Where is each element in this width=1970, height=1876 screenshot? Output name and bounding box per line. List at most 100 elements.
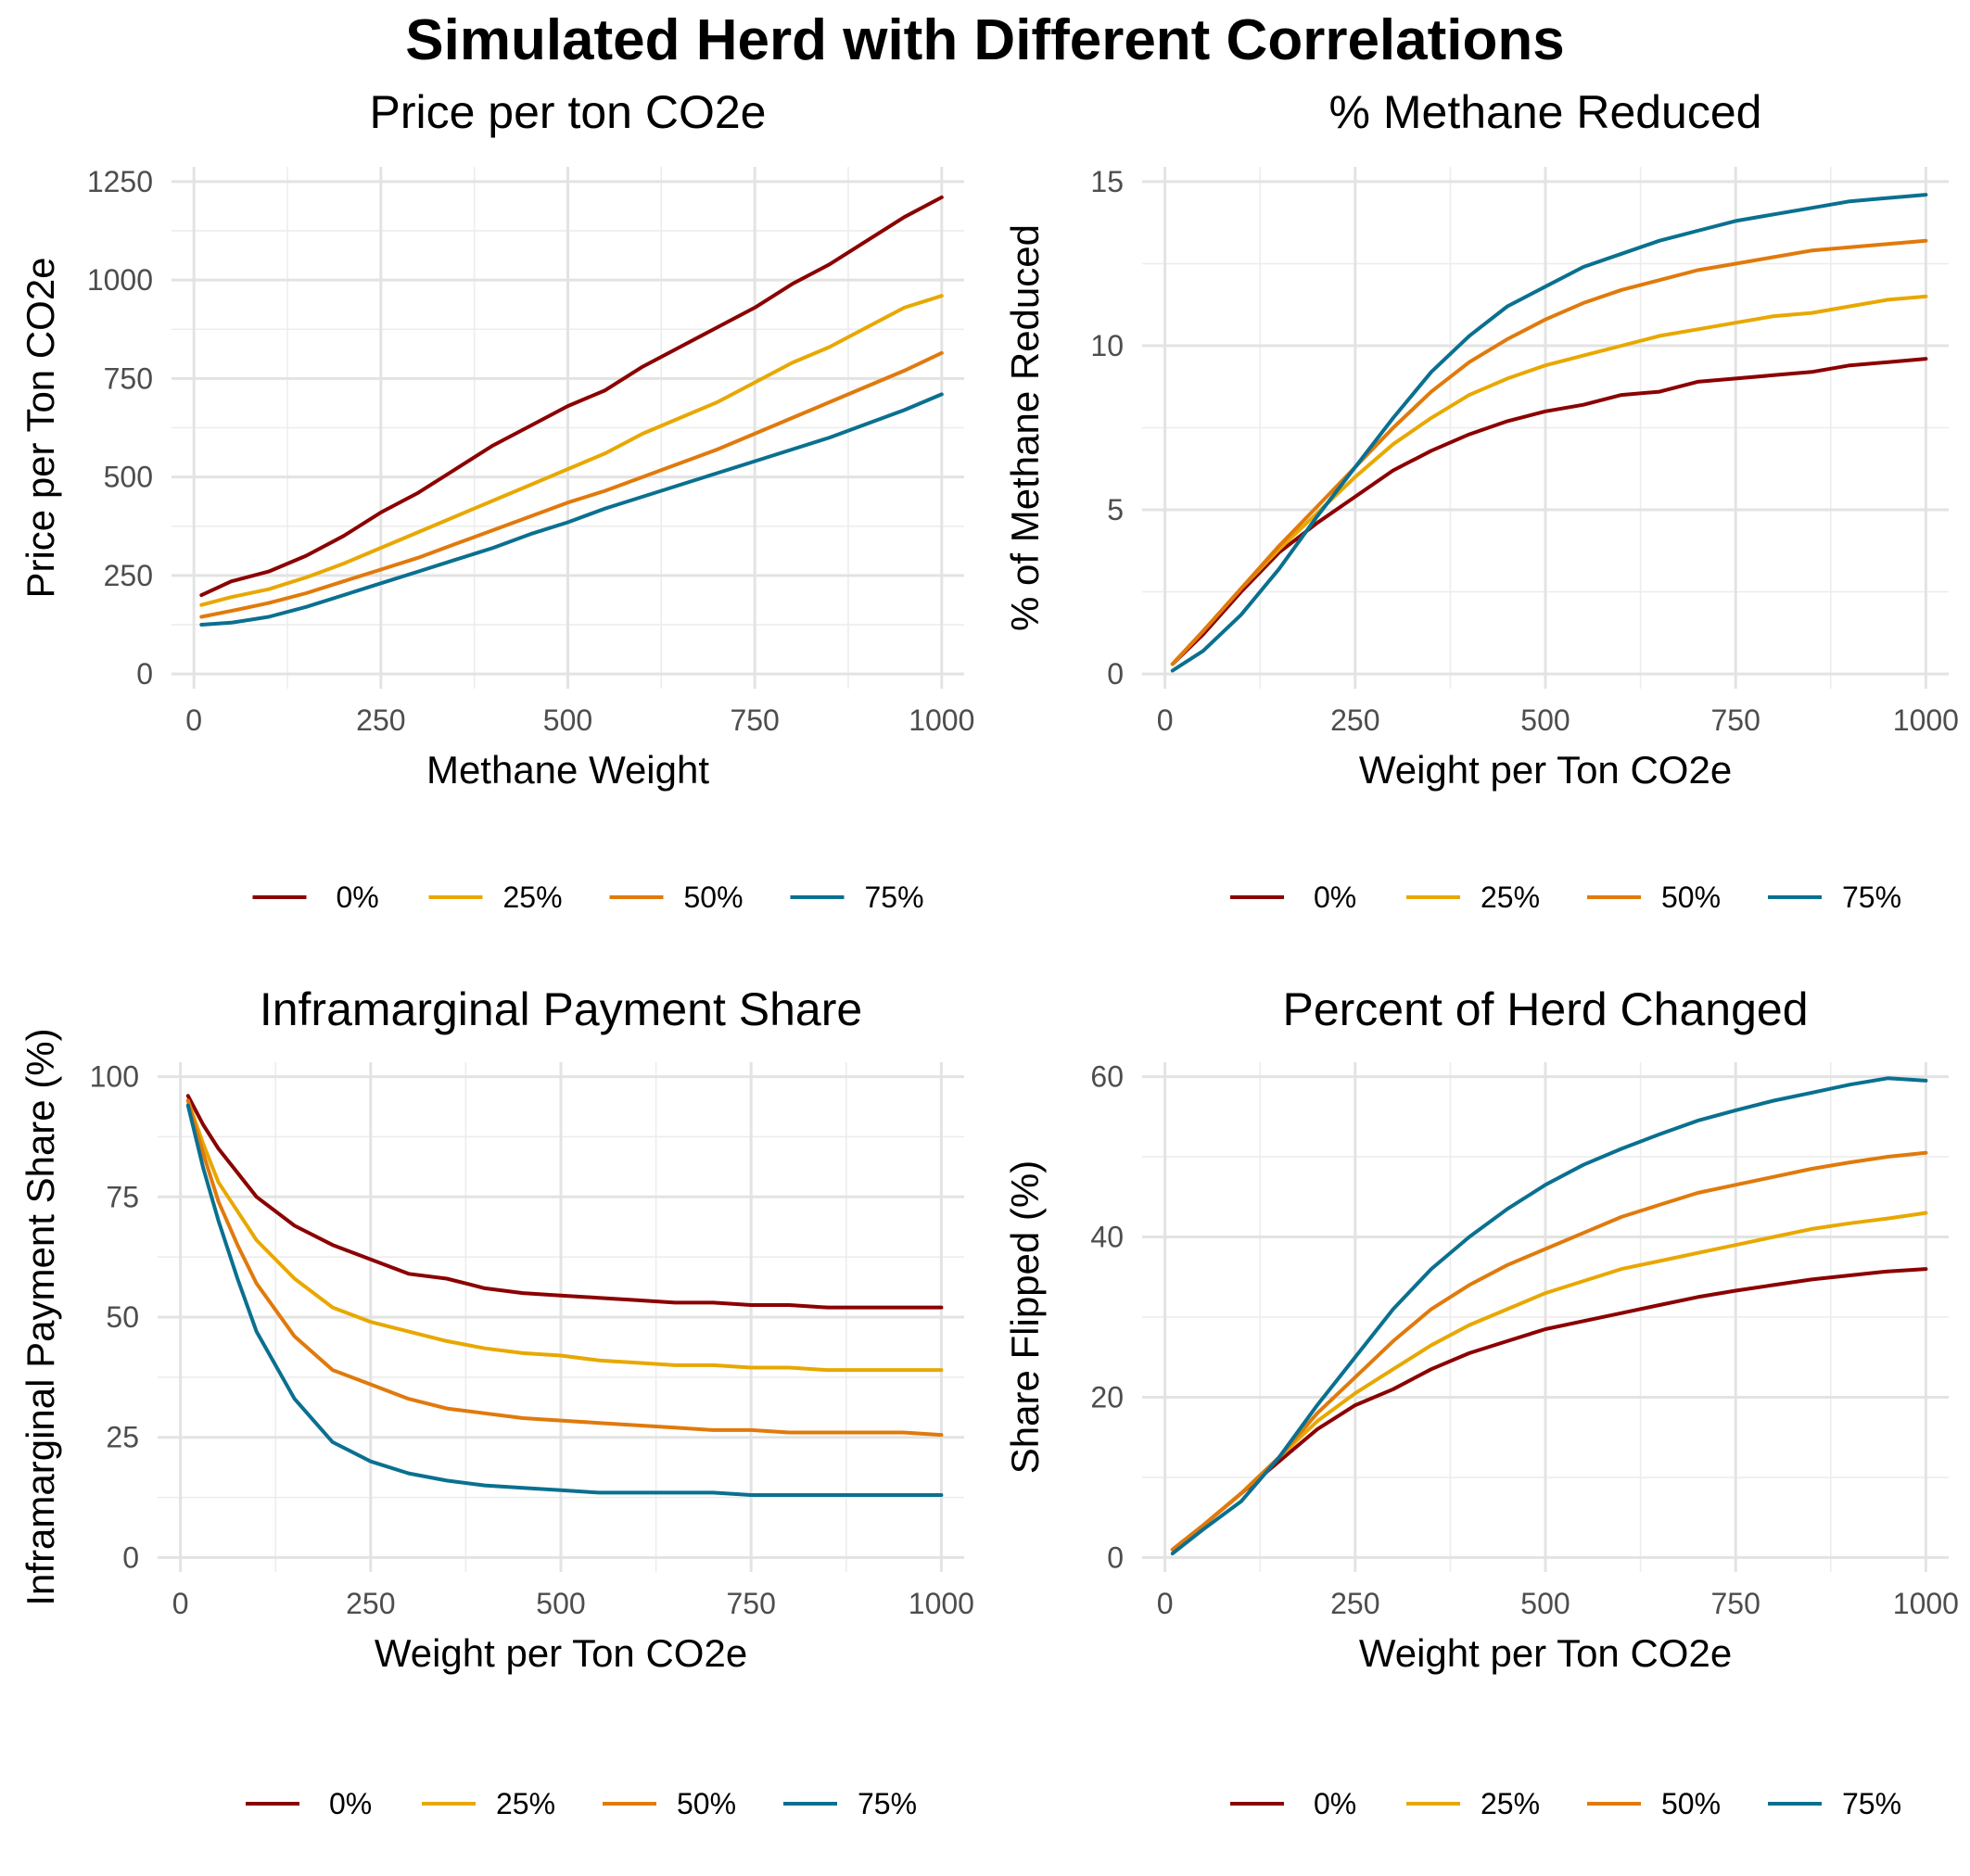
y-tick-label: 75 xyxy=(106,1180,139,1213)
x-axis-label: Weight per Ton CO2e xyxy=(1359,1631,1732,1675)
legend: 0% 25% 50% 75% xyxy=(246,1787,917,1820)
x-tick-label: 1000 xyxy=(1893,1587,1959,1620)
x-axis-label: Weight per Ton CO2e xyxy=(1359,748,1732,792)
x-tick-label: 750 xyxy=(1710,704,1760,737)
x-tick-label: 0 xyxy=(172,1587,189,1620)
x-tick-label: 0 xyxy=(1157,704,1174,737)
legend-label-50: 50% xyxy=(684,881,744,914)
y-axis-label: Share Flipped (%) xyxy=(1003,1160,1047,1474)
chart-svg: 0 250 500 750 1000 0 5 10 15 % Methane Reduced Wei… xyxy=(1003,86,1959,914)
y-tick-label: 50 xyxy=(106,1300,139,1334)
x-tick-label: 250 xyxy=(346,1587,395,1620)
series-line-0 xyxy=(185,1094,944,1310)
y-tick-label: 250 xyxy=(104,559,153,592)
x-tick-label: 750 xyxy=(730,704,779,737)
series-line-75 xyxy=(199,392,944,627)
legend: 0% 25% 50% 75% xyxy=(252,881,924,914)
y-tick-label: 0 xyxy=(1107,657,1124,691)
legend-label-0: 0% xyxy=(1314,881,1356,914)
legend-label-75: 75% xyxy=(1842,881,1901,914)
legend-label-50: 50% xyxy=(1661,881,1721,914)
x-axis-label: Weight per Ton CO2e xyxy=(375,1631,747,1675)
chart-svg: 0 250 500 750 1000 0 250 500 750 1000 1250 Price pe… xyxy=(19,86,974,914)
legend: 0% 25% 50% 75% xyxy=(1230,881,1901,914)
panel-title: Percent of Herd Changed xyxy=(1282,983,1808,1035)
y-tick-label: 1250 xyxy=(87,165,153,198)
x-tick-label: 750 xyxy=(1710,1587,1760,1620)
chart-panel-methane-reduced: 0 250 500 750 1000 0 5 10 15 % Methane Reduced Wei… xyxy=(985,82,1969,979)
y-tick-label: 500 xyxy=(104,461,153,494)
chart-svg: 0 250 500 750 1000 0 25 50 75 100 Inframarginal Pa… xyxy=(19,983,974,1820)
x-tick-label: 0 xyxy=(1157,1587,1174,1620)
legend-label-50: 50% xyxy=(677,1787,736,1820)
legend-label-75: 75% xyxy=(1842,1787,1901,1820)
y-tick-label: 5 xyxy=(1107,493,1124,526)
legend-label-0: 0% xyxy=(1314,1787,1356,1820)
chart-title: Simulated Herd with Different Correlatio… xyxy=(405,8,1565,72)
legend-label-25: 25% xyxy=(496,1787,555,1820)
x-tick-label: 250 xyxy=(1330,1587,1379,1620)
series-line-50 xyxy=(1170,1150,1928,1552)
x-tick-label: 500 xyxy=(1520,1587,1570,1620)
y-tick-label: 0 xyxy=(136,657,153,691)
x-tick-label: 750 xyxy=(726,1587,775,1620)
series-line-0 xyxy=(1170,357,1928,666)
legend-label-25: 25% xyxy=(1481,1787,1540,1820)
x-tick-label: 500 xyxy=(543,704,592,737)
x-tick-label: 500 xyxy=(536,1587,585,1620)
series-line-75 xyxy=(1170,193,1928,673)
grid xyxy=(1142,167,1949,689)
panel-title: % Methane Reduced xyxy=(1329,86,1762,138)
x-axis-label: Methane Weight xyxy=(426,748,709,792)
y-tick-label: 0 xyxy=(122,1540,139,1574)
y-tick-label: 750 xyxy=(104,361,153,395)
panel-title: Inframarginal Payment Share xyxy=(260,983,862,1035)
y-axis-label: % of Methane Reduced xyxy=(1003,224,1047,631)
x-tick-label: 250 xyxy=(356,704,405,737)
x-tick-label: 1000 xyxy=(909,1587,974,1620)
series-line-25 xyxy=(1170,294,1928,666)
x-tick-label: 1000 xyxy=(1893,704,1959,737)
x-tick-label: 500 xyxy=(1520,704,1570,737)
series-line-25 xyxy=(199,294,944,607)
legend-label-75: 75% xyxy=(858,1787,917,1820)
series-line-50 xyxy=(199,350,944,619)
chart-panel-inframarginal-share: 0 250 500 750 1000 0 25 50 75 100 Inframarginal Pa… xyxy=(0,979,985,1876)
legend: 0% 25% 50% 75% xyxy=(1230,1787,1901,1820)
panel-title: Price per ton CO2e xyxy=(370,86,767,138)
legend-label-25: 25% xyxy=(503,881,563,914)
x-tick-label: 250 xyxy=(1330,704,1379,737)
grid xyxy=(1142,1062,1949,1572)
chart-svg: 0 250 500 750 1000 0 20 40 60 Percent of Herd Cha… xyxy=(1003,983,1959,1820)
legend-label-25: 25% xyxy=(1481,881,1540,914)
chart-panel-price: 0 250 500 750 1000 0 250 500 750 1000 1250 Price pe… xyxy=(0,82,985,979)
legend-label-0: 0% xyxy=(337,881,379,914)
legend-label-50: 50% xyxy=(1661,1787,1721,1820)
legend-label-0: 0% xyxy=(329,1787,372,1820)
legend-label-75: 75% xyxy=(865,881,924,914)
grid xyxy=(158,1062,964,1572)
y-axis-label: Inframarginal Payment Share (%) xyxy=(19,1028,62,1605)
x-tick-label: 1000 xyxy=(909,704,974,737)
series-line-25 xyxy=(185,1098,944,1373)
series-line-0 xyxy=(1170,1267,1928,1552)
y-tick-label: 1000 xyxy=(87,263,153,297)
y-axis-label: Price per Ton CO2e xyxy=(19,257,62,598)
series-line-25 xyxy=(1170,1211,1928,1552)
y-tick-label: 60 xyxy=(1090,1060,1124,1094)
y-tick-label: 10 xyxy=(1090,329,1124,362)
y-tick-label: 20 xyxy=(1090,1380,1124,1413)
x-tick-label: 0 xyxy=(185,704,202,737)
series-line-50 xyxy=(1170,238,1928,666)
series-line-75 xyxy=(185,1103,944,1497)
series-line-75 xyxy=(1170,1076,1928,1556)
series-line-0 xyxy=(199,195,944,598)
y-tick-label: 25 xyxy=(106,1421,139,1454)
y-tick-label: 15 xyxy=(1090,165,1124,198)
series-line-50 xyxy=(185,1098,944,1438)
grid xyxy=(172,167,964,689)
y-tick-label: 40 xyxy=(1090,1221,1124,1254)
y-tick-label: 100 xyxy=(90,1060,139,1094)
y-tick-label: 0 xyxy=(1107,1540,1124,1574)
chart-panel-herd-changed: 0 250 500 750 1000 0 20 40 60 Percent of Herd Cha… xyxy=(985,979,1969,1876)
